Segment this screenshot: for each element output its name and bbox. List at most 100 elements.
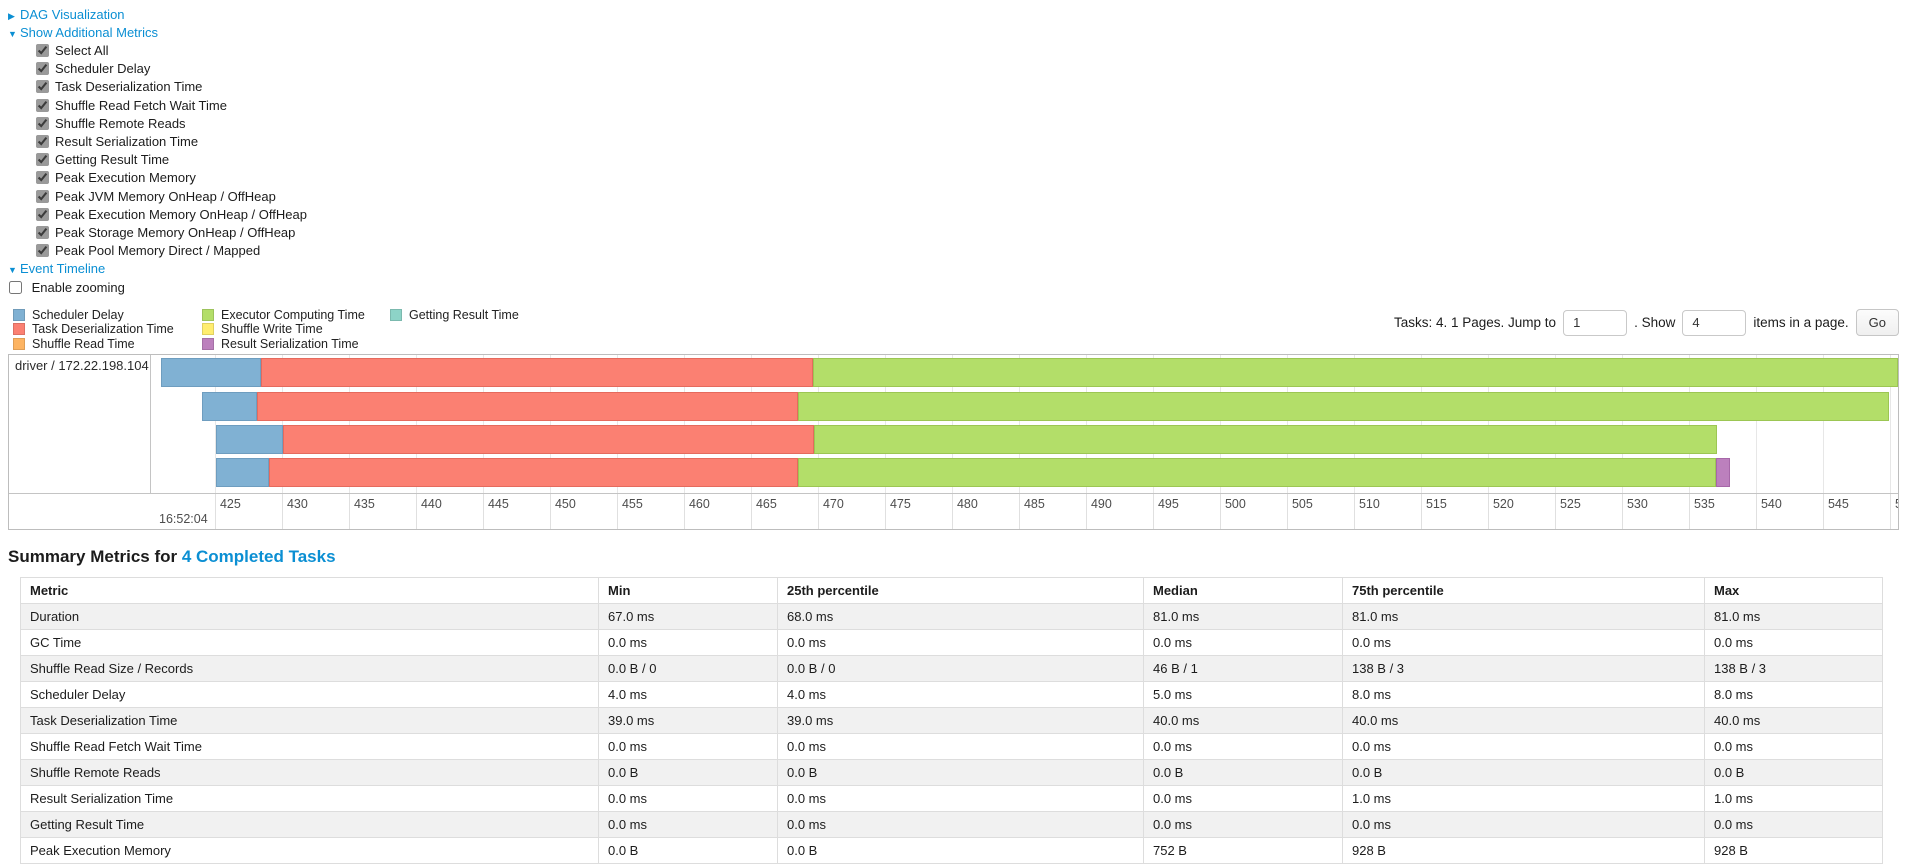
metric-name-cell: Duration [20, 603, 599, 631]
checkbox-peak-execution-memory-onheap-offheap[interactable] [36, 207, 49, 221]
axis-tick-label: 505 [1291, 497, 1313, 512]
completed-tasks-link[interactable]: 4 Completed Tasks [181, 547, 336, 567]
task-2-segment-executor-computing[interactable] [797, 392, 1889, 422]
axis-tick [1152, 494, 1154, 530]
legend-swatch-icon [390, 308, 402, 321]
metric-checkbox-row-result-serialization-time[interactable]: Result Serialization Time [36, 133, 1907, 151]
gridline [1688, 355, 1690, 494]
checkbox-peak-execution-memory[interactable] [36, 171, 49, 185]
legend-swatch-icon [202, 308, 214, 321]
table-row-duration: Duration 67.0 ms 68.0 ms 81.0 ms 81.0 ms 81.0… [20, 603, 1883, 631]
checkbox-peak-jvm-memory-onheap-offheap[interactable] [36, 189, 49, 203]
legend-item-shuffle-read-time: Shuffle Read Time [13, 336, 202, 351]
metric-name-cell: Peak Execution Memory [20, 837, 599, 865]
checkbox-label: Peak Execution Memory OnHeap / OffHeap [55, 206, 307, 222]
metric-value-cell: 8.0 ms [1704, 681, 1883, 709]
task-4-segment-executor-computing[interactable] [797, 458, 1716, 488]
table-row-peak-execution-memory: Peak Execution Memory 0.0 B 0.0 B 752 B 928 … [20, 837, 1883, 865]
checkbox-shuffle-remote-reads[interactable] [36, 116, 49, 130]
pagination-suffix: items in a page. [1753, 315, 1849, 331]
task-3-segment-executor-computing[interactable] [813, 425, 1718, 455]
axis-tick [482, 494, 484, 530]
task-2-segment-task-deserialization[interactable] [256, 392, 798, 422]
metric-name-cell: Shuffle Remote Reads [20, 759, 599, 787]
legend-swatch-icon [13, 308, 25, 321]
task-3-segment-task-deserialization[interactable] [283, 425, 814, 455]
timeline-plot-area [152, 355, 1898, 494]
metric-checkbox-row-peak-storage-memory-onheap-offheap[interactable]: Peak Storage Memory OnHeap / OffHeap [36, 224, 1907, 242]
metric-value-cell: 0.0 ms [1143, 629, 1343, 657]
metric-checkbox-row-peak-execution-memory[interactable]: Peak Execution Memory [36, 169, 1907, 187]
metric-value-cell: 138 B / 3 [1342, 655, 1705, 683]
show-additional-metrics-toggle[interactable]: ▼ Show Additional Metrics [8, 24, 1907, 42]
axis-tick [817, 494, 819, 530]
axis-tick-label: 520 [1492, 497, 1514, 512]
task-1-segment-scheduler-delay[interactable] [161, 358, 261, 388]
task-1-segment-task-deserialization[interactable] [260, 358, 813, 388]
checkbox-peak-storage-memory-onheap-offheap[interactable] [36, 225, 49, 239]
items-per-page-input[interactable] [1682, 309, 1747, 336]
table-row-getting-result-time: Getting Result Time 0.0 ms 0.0 ms 0.0 ms 0.0… [20, 811, 1883, 839]
gridline [750, 355, 752, 494]
legend-label: Executor Computing Time [221, 307, 365, 322]
axis-tick-label: 425 [219, 497, 241, 512]
axis-tick [1554, 494, 1556, 530]
legend-item-result-serialization-time: Result Serialization Time [202, 336, 390, 351]
task-4-segment-scheduler-delay[interactable] [216, 458, 269, 488]
column-header-min: Min [598, 577, 778, 605]
axis-tick [348, 494, 350, 530]
checkbox-peak-pool-memory-direct-mapped[interactable] [36, 244, 49, 258]
axis-tick-label: 515 [1425, 497, 1447, 512]
metric-checkbox-row-shuffle-read-fetch-wait-time[interactable]: Shuffle Read Fetch Wait Time [36, 97, 1907, 115]
checkbox-task-deserialization-time[interactable] [36, 80, 49, 94]
axis-tick-label: 455 [621, 497, 643, 512]
task-3-segment-scheduler-delay[interactable] [216, 425, 284, 455]
task-1-segment-executor-computing[interactable] [812, 358, 1898, 388]
metric-checkbox-row-select-all[interactable]: Select All [36, 42, 1907, 60]
metric-checkbox-row-peak-execution-memory-onheap-offheap[interactable]: Peak Execution Memory OnHeap / OffHeap [36, 206, 1907, 224]
checkbox-getting-result-time[interactable] [36, 153, 49, 167]
task-4-segment-result-serialization[interactable] [1715, 458, 1731, 488]
checkbox-select-all[interactable] [36, 44, 49, 57]
gridline [1286, 355, 1288, 494]
metric-value-cell: 0.0 B / 0 [598, 655, 778, 683]
metric-value-cell: 4.0 ms [598, 681, 778, 709]
gridline [1554, 355, 1556, 494]
metric-checkbox-row-shuffle-remote-reads[interactable]: Shuffle Remote Reads [36, 115, 1907, 133]
checkbox-shuffle-read-fetch-wait-time[interactable] [36, 98, 49, 112]
enable-zooming-row[interactable]: Enable zooming [8, 280, 125, 295]
event-timeline-toggle[interactable]: ▼ Event Timeline [8, 260, 1907, 278]
go-button[interactable]: Go [1855, 309, 1899, 337]
legend-label: Scheduler Delay [32, 307, 124, 322]
checkbox-scheduler-delay[interactable] [36, 62, 49, 76]
enable-zooming-checkbox[interactable] [9, 281, 22, 295]
task-4-segment-task-deserialization[interactable] [268, 458, 798, 488]
legend-label: Shuffle Read Time [32, 336, 135, 351]
axis-tick-label: 450 [554, 497, 576, 512]
metric-value-cell: 5.0 ms [1143, 681, 1343, 709]
metric-name-cell: Getting Result Time [20, 811, 599, 839]
show-additional-metrics-label: Show Additional Metrics [20, 25, 159, 40]
jump-to-page-input[interactable] [1563, 309, 1628, 336]
metric-value-cell: 0.0 ms [598, 811, 778, 839]
executor-group-label: driver / 172.22.198.104 [9, 355, 151, 494]
checkbox-label: Peak Execution Memory [55, 170, 196, 186]
checkbox-label: Peak Storage Memory OnHeap / OffHeap [55, 224, 296, 240]
metric-checkbox-row-peak-jvm-memory-onheap-offheap[interactable]: Peak JVM Memory OnHeap / OffHeap [36, 188, 1907, 206]
axis-tick-label: 470 [822, 497, 844, 512]
task-2-segment-scheduler-delay[interactable] [201, 392, 257, 422]
metric-checkbox-row-task-deserialization-time[interactable]: Task Deserialization Time [36, 78, 1907, 96]
metric-checkbox-row-peak-pool-memory-direct-mapped[interactable]: Peak Pool Memory Direct / Mapped [36, 242, 1907, 260]
metric-checkbox-row-scheduler-delay[interactable]: Scheduler Delay [36, 60, 1907, 78]
axis-tick-label: 495 [1157, 497, 1179, 512]
checkbox-result-serialization-time[interactable] [36, 134, 49, 148]
axis-tick-label: 465 [755, 497, 777, 512]
metric-value-cell: 0.0 ms [1342, 733, 1705, 761]
checkbox-label: Peak Pool Memory Direct / Mapped [55, 243, 261, 259]
dag-visualization-toggle[interactable]: ▶ DAG Visualization [8, 6, 1907, 24]
axis-tick [549, 494, 551, 530]
gridline [1085, 355, 1087, 494]
metric-checkbox-row-getting-result-time[interactable]: Getting Result Time [36, 151, 1907, 169]
gridline [348, 355, 350, 494]
